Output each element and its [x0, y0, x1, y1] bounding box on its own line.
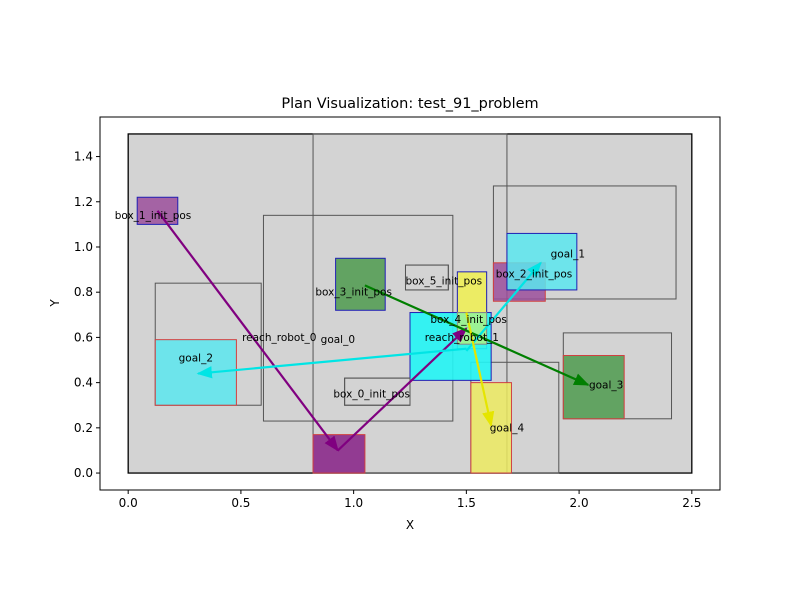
arrow-1: [337, 327, 468, 452]
y-tick-label: 0.2: [74, 421, 93, 435]
y-tick-label: 0.4: [74, 376, 93, 390]
goal-4-rect: [470, 382, 512, 474]
object-10-rect: [312, 434, 366, 474]
y-tick-label: 1.4: [74, 150, 93, 164]
y-axis-label: Y: [48, 299, 62, 308]
chart-title: Plan Visualization: test_91_problem: [281, 96, 538, 112]
reach-robot-0-label: reach_robot_0: [242, 332, 316, 344]
arrow-0: [156, 210, 339, 452]
goal-2-rect: [154, 339, 237, 406]
goal-2-label: goal_2: [179, 352, 213, 364]
box-5-init-pos-label: box_5_init_pos: [406, 275, 483, 287]
x-axis-label: X: [406, 518, 414, 532]
y-tick-label: 1.2: [74, 195, 93, 209]
box-0-init-pos-rect: [344, 377, 411, 406]
axes-frame: [99, 116, 721, 491]
box-1-init-pos-label: box_1_init_pos: [115, 210, 192, 222]
goal-3-label: goal_3: [589, 379, 623, 391]
y-tick-label: 0.6: [74, 330, 93, 344]
x-tick-label: 1.5: [457, 496, 476, 510]
object-12-rect: [404, 264, 449, 291]
workspace-area: [127, 133, 693, 474]
goal-3-rect: [562, 354, 625, 420]
y-tick-label: 1.0: [74, 240, 93, 254]
x-tick-label: 1.0: [344, 496, 363, 510]
x-tick-label: 0.5: [231, 496, 250, 510]
arrow-4: [196, 347, 467, 379]
x-tick-label: 2.0: [570, 496, 589, 510]
box-2-init-pos-label: box_2_init_pos: [496, 269, 573, 281]
box-3-init-pos-label: box_3_init_pos: [315, 287, 392, 299]
region-outline-2: [492, 185, 677, 300]
box-4-init-pos-label: box_4_init_pos: [430, 314, 507, 326]
axis-ticks: 0.0 0.5 1.0 1.5 2.0 2.5 0.0 0.2 0.4 0.6 0.8 1.0 1.2 1…: [74, 150, 701, 510]
data-layer: box_1_init_pos box_3_init_pos box_5_init_p…: [115, 133, 693, 474]
y-tick-label: 0.8: [74, 285, 93, 299]
goal-1-rect: [506, 232, 578, 291]
arrow-3: [465, 261, 542, 352]
box-3-init-pos-rect: [335, 257, 386, 311]
goal-0-label: goal_0: [321, 334, 355, 346]
box-0-init-pos-label: box_0_init_pos: [333, 388, 410, 400]
goal-4-label: goal_4: [490, 422, 525, 434]
arrow-2: [364, 284, 590, 386]
y-tick-label: 0.0: [74, 466, 93, 480]
goal-1-label: goal_1: [551, 248, 585, 260]
arrow-5: [465, 312, 495, 428]
x-tick-label: 0.0: [119, 496, 138, 510]
x-tick-label: 2.5: [682, 496, 701, 510]
reach-robot-1-label: reach_robot_1: [425, 332, 499, 344]
